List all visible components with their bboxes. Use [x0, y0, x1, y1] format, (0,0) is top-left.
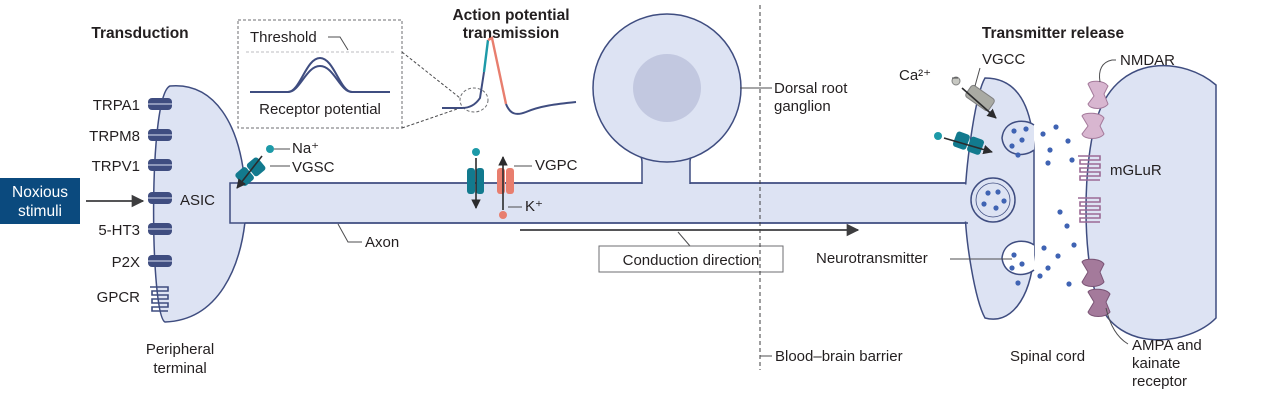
threshold-inset: Threshold Receptor potential	[237, 19, 403, 129]
peripheral-label-1: Peripheral	[146, 341, 214, 358]
label-mglur: mGLuR	[1110, 162, 1162, 179]
label-ca: Ca²⁺	[899, 67, 931, 84]
action-potential-trace	[442, 36, 577, 115]
noxious-stimuli-box: Noxious stimuli	[0, 178, 80, 224]
sodium-ion-dot	[266, 145, 274, 153]
fusing-vesicle-bottom	[1001, 240, 1035, 276]
label-ampa-1: AMPA and	[1132, 337, 1202, 354]
stimuli-line2: stimuli	[18, 203, 62, 220]
inset-threshold-label: Threshold	[250, 29, 317, 46]
label-vgcc: VGCC	[982, 51, 1026, 68]
label-ampa-3: receptor	[1132, 373, 1187, 390]
label-5ht3: 5-HT3	[98, 222, 140, 239]
label-axon: Axon	[365, 234, 399, 251]
drg-nucleus	[633, 54, 701, 122]
label-neurotransmitter: Neurotransmitter	[816, 250, 928, 267]
label-vgpc: VGPC	[535, 157, 578, 174]
label-gpcr: GPCR	[97, 289, 141, 306]
fusing-vesicle-top	[1001, 120, 1035, 156]
header-action-potential: Action potential	[452, 7, 569, 24]
receptor-trpa1-icon	[148, 98, 172, 110]
label-drg-1: Dorsal root	[774, 80, 848, 97]
receptor-trpv1-icon	[148, 159, 172, 171]
label-bbb: Blood–brain barrier	[775, 348, 903, 365]
stimuli-line1: Noxious	[12, 184, 68, 201]
central-sodium-dot	[934, 132, 942, 140]
header-transduction: Transduction	[91, 25, 188, 42]
inset-receptor-potential-label: Receptor potential	[259, 101, 381, 118]
receptor-p2x-icon	[148, 255, 172, 267]
label-vgsc: VGSC	[292, 159, 335, 176]
neurotransmitter-dots	[981, 124, 1077, 287]
receptor-trpm8-icon	[148, 129, 172, 141]
label-ampa-2: kainate	[1132, 355, 1180, 372]
receptor-gpcr-icon	[150, 286, 169, 312]
peripheral-terminal-shape	[152, 85, 246, 323]
calcium-ion-dot	[951, 76, 961, 86]
receptor-asic-icon	[148, 192, 172, 204]
potassium-ion-dot	[499, 211, 507, 219]
vgcc-channel-icon	[965, 84, 995, 112]
label-spinal-cord: Spinal cord	[1010, 348, 1085, 365]
header-transmitter-release: Transmitter release	[982, 25, 1125, 42]
label-trpa1: TRPA1	[93, 97, 140, 114]
label-na: Na⁺	[292, 140, 319, 157]
label-conduction-direction: Conduction direction	[623, 252, 760, 269]
header-transmission: transmission	[463, 25, 559, 42]
label-nmdar: NMDAR	[1120, 52, 1175, 69]
ampa-receptor-icon	[1081, 258, 1111, 317]
label-drg-2: ganglion	[774, 98, 831, 115]
label-p2x: P2X	[112, 254, 140, 271]
receptor-potential-curve-high	[250, 56, 390, 93]
label-trpv1: TRPV1	[92, 158, 140, 175]
label-asic: ASIC	[180, 192, 215, 209]
nmdar-receptor-icon	[1081, 80, 1109, 139]
label-k: K⁺	[525, 198, 543, 215]
axon-vgsc-channel-icon	[467, 168, 484, 194]
synaptic-vesicle	[970, 177, 1016, 223]
peripheral-label-2: terminal	[153, 360, 206, 377]
mglur-receptor-icon	[1078, 155, 1101, 223]
conduction-direction-box	[598, 245, 784, 273]
label-trpm8: TRPM8	[89, 128, 140, 145]
axon-sodium-dot	[472, 148, 480, 156]
receptor-5ht3-icon	[148, 223, 172, 235]
